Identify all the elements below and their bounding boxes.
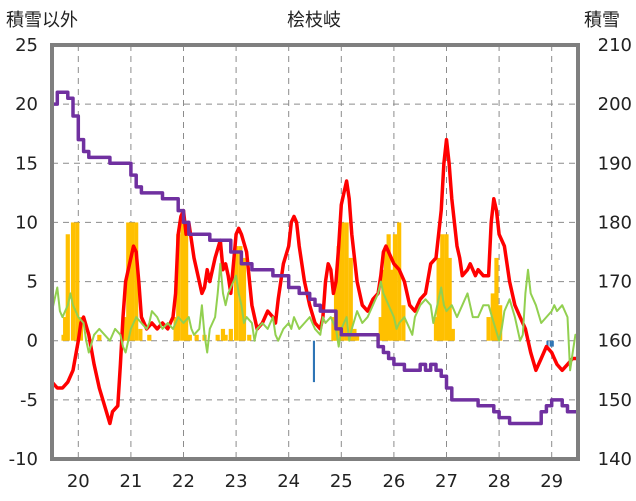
bar-mark: [389, 269, 394, 341]
left-y-tick-label: -5: [20, 390, 38, 411]
bar-mark: [378, 317, 383, 341]
left-y-tick-label: 25: [15, 35, 38, 56]
bar-mark: [354, 334, 360, 341]
bar-mark: [228, 328, 233, 341]
left-y-tick-label: -10: [9, 449, 38, 470]
bar-mark: [123, 317, 128, 341]
bar-mark: [176, 234, 181, 341]
chart-marks: [50, 90, 580, 426]
x-tick-label: 25: [330, 471, 353, 492]
bar-mark: [173, 317, 178, 341]
bar-mark: [187, 334, 192, 341]
x-tick-label: 29: [540, 471, 563, 492]
bar-mark: [312, 340, 315, 383]
bar-mark: [138, 328, 143, 341]
bar-mark: [238, 246, 243, 341]
x-tick-label: 24: [277, 471, 300, 492]
bar-mark: [344, 222, 349, 341]
bar-mark: [397, 222, 402, 341]
left-y-tick-label: 15: [15, 153, 38, 174]
bar-mark: [247, 334, 252, 341]
chart-title: 桧枝岐: [287, 10, 341, 31]
right-y-tick-label: 190: [598, 153, 632, 174]
wind-series-line: [51, 262, 579, 372]
bar-mark: [194, 334, 199, 341]
bar-mark: [381, 269, 386, 341]
left-y-tick-label: 5: [27, 272, 38, 293]
bar-mark: [126, 222, 131, 341]
bar-mark: [440, 234, 445, 341]
bar-mark: [223, 334, 228, 341]
bar-mark: [551, 340, 554, 347]
snow-depth-series-line: [52, 90, 578, 426]
x-tick-label: 21: [119, 471, 142, 492]
right-y-tick-label: 150: [598, 390, 632, 411]
bar-mark: [331, 317, 336, 341]
left-y-tick-label: 20: [15, 94, 38, 115]
x-tick-label: 28: [488, 471, 511, 492]
right-y-tick-label: 170: [598, 272, 632, 293]
bar-mark: [546, 340, 549, 347]
bar-mark: [65, 234, 70, 341]
bar-mark: [386, 234, 391, 341]
bar-mark: [549, 340, 552, 347]
plot-frame: [50, 43, 580, 461]
bar-mark: [336, 246, 341, 341]
bar-mark: [494, 257, 499, 341]
bar-mark: [233, 246, 239, 341]
bar-mark: [215, 334, 220, 341]
x-tick-label: 27: [435, 471, 458, 492]
right-y-tick-label: 160: [598, 331, 632, 352]
right-y-tick-label: 140: [598, 449, 632, 470]
bar-mark: [75, 222, 80, 341]
right-y-tick-label: 200: [598, 94, 632, 115]
bar-mark: [180, 222, 185, 341]
left-axis-label: 積雪以外: [6, 10, 78, 31]
bar-mark: [383, 246, 389, 341]
bar-mark: [498, 305, 503, 341]
bar-mark: [486, 317, 491, 341]
bar-mark: [450, 328, 455, 341]
bar-mark: [433, 317, 439, 341]
bar-mark: [220, 328, 226, 341]
bar-mark: [147, 334, 152, 341]
x-tick-label: 23: [225, 471, 248, 492]
left-y-tick-label: 10: [15, 212, 38, 233]
bar-mark: [401, 305, 406, 341]
x-tick-label: 20: [67, 471, 90, 492]
bar-mark: [348, 257, 353, 341]
temperature-series-line: [50, 137, 580, 426]
right-y-tick-label: 180: [598, 212, 632, 233]
x-tick-label: 22: [172, 471, 195, 492]
bar-mark: [134, 222, 139, 341]
bar-mark: [97, 334, 102, 341]
bar-mark: [447, 257, 452, 341]
bar-mark: [70, 222, 76, 341]
left-y-tick-label: 0: [27, 331, 38, 352]
bar-mark: [392, 234, 398, 341]
bar-mark: [63, 317, 68, 341]
bar-mark: [184, 222, 189, 341]
plot-border: [50, 43, 580, 461]
gridlines: [52, 45, 578, 459]
x-tick-label: 26: [382, 471, 405, 492]
bar-mark: [444, 234, 449, 341]
bar-mark: [340, 222, 345, 341]
bar-mark: [241, 257, 247, 341]
right-y-tick-label: 210: [598, 35, 632, 56]
right-axis-label: 積雪: [584, 10, 620, 31]
tick-labels: -10 -5 0 5 10 15 20 25 140 150 160 170 180 190 200 210 2…: [9, 35, 632, 492]
bar-mark: [129, 222, 135, 341]
